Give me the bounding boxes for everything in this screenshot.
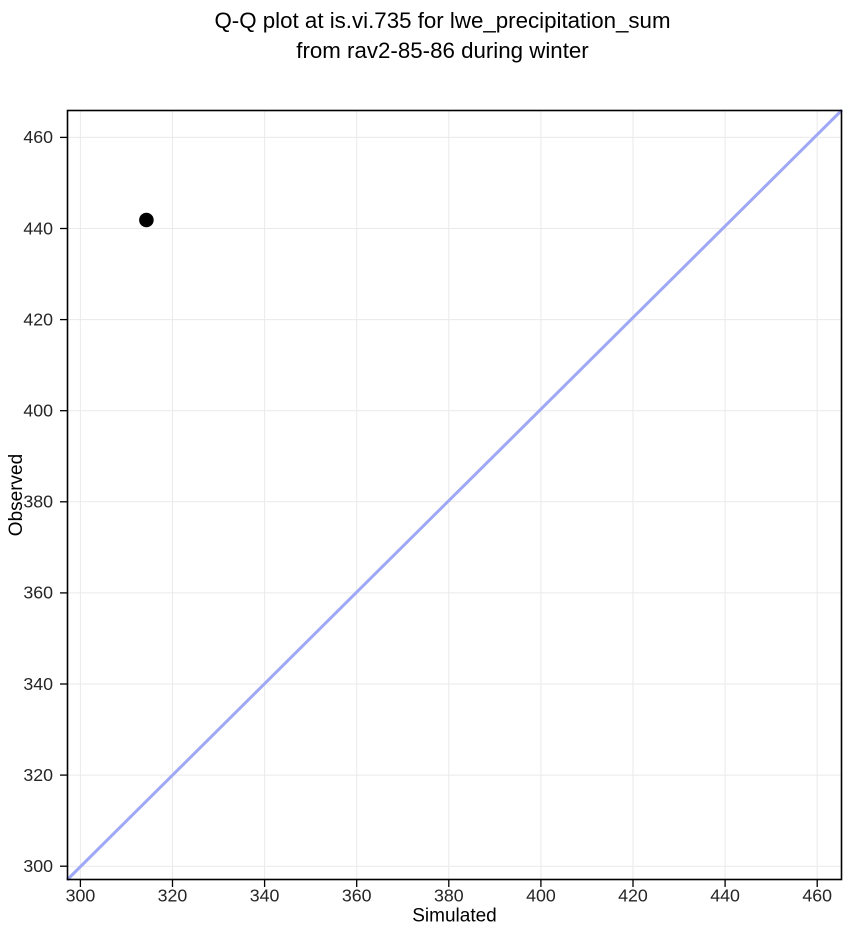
svg-text:300: 300 (66, 886, 96, 906)
svg-text:360: 360 (23, 583, 53, 603)
svg-text:320: 320 (23, 765, 53, 785)
svg-text:380: 380 (23, 492, 53, 512)
svg-text:420: 420 (23, 309, 53, 329)
svg-text:Observed: Observed (6, 454, 27, 536)
svg-text:340: 340 (23, 674, 53, 694)
svg-text:320: 320 (158, 886, 188, 906)
svg-text:380: 380 (434, 886, 464, 906)
svg-text:460: 460 (802, 886, 832, 906)
svg-text:Simulated: Simulated (412, 906, 497, 927)
svg-text:340: 340 (250, 886, 280, 906)
svg-text:400: 400 (23, 401, 53, 421)
svg-text:460: 460 (23, 127, 53, 147)
svg-text:300: 300 (23, 856, 53, 876)
svg-text:400: 400 (526, 886, 556, 906)
svg-text:360: 360 (342, 886, 372, 906)
svg-text:440: 440 (710, 886, 740, 906)
svg-text:440: 440 (23, 218, 53, 238)
svg-text:420: 420 (618, 886, 648, 906)
